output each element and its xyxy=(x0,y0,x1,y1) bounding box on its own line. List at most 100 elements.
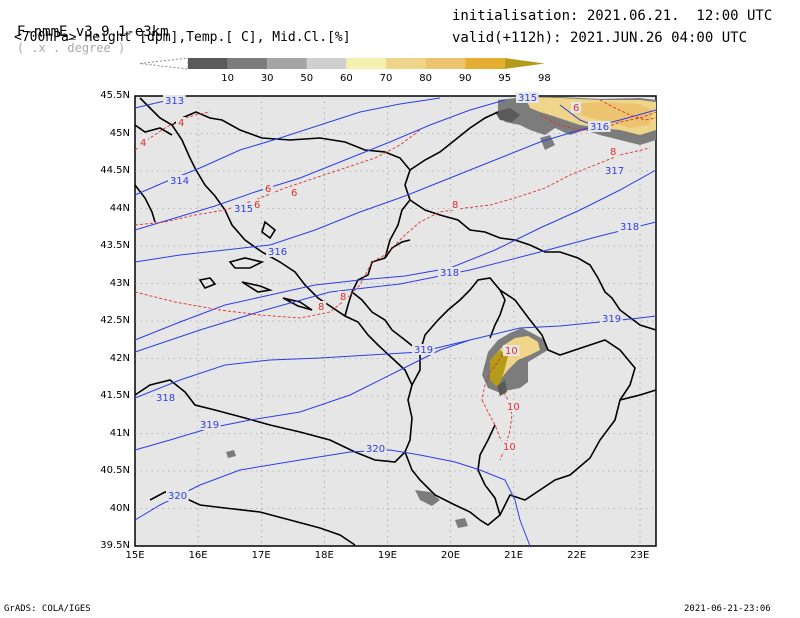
temperature-contour-label: 8 xyxy=(340,292,346,303)
credit-right: 2021-06-21-23:06 xyxy=(684,604,771,614)
height-contour-label-bg xyxy=(198,419,221,430)
height-contour-label-bg xyxy=(168,175,191,186)
height-contour-label: 314 xyxy=(170,176,189,187)
model-title: F-nmmE_v3.9.1-e3km ( .x . degree ) xyxy=(0,8,169,56)
graticule xyxy=(135,96,656,546)
height-contour-label: 316 xyxy=(268,247,287,258)
temperature-contour-label: 6 xyxy=(265,184,271,195)
unit-hint: ( .x . degree ) xyxy=(16,41,126,55)
latitude-label: 43N xyxy=(109,277,130,289)
height-contour-label: 315 xyxy=(518,93,537,104)
height-contour-label: 316 xyxy=(590,122,609,133)
height-contour-label: 318 xyxy=(620,222,639,233)
temperature-contour-label: 4 xyxy=(178,118,184,129)
temperature-contour-label-bg xyxy=(505,401,522,412)
colorbar-label: 50 xyxy=(300,73,314,84)
temperature-contour-label-bg xyxy=(263,183,274,194)
latitude-label: 40.5N xyxy=(100,465,130,476)
height-contour-label-bg xyxy=(154,392,177,403)
temperature-contour-label: 6 xyxy=(291,188,297,199)
height-contour-label-bg xyxy=(516,92,539,103)
temperature-contour-label: 8 xyxy=(452,200,458,211)
colorbar-bin xyxy=(386,58,426,69)
temperature-contour-label-bg xyxy=(316,301,327,312)
temperature-contour-label-bg xyxy=(501,441,518,452)
height-contour-label: 319 xyxy=(200,420,219,431)
colorbar-label: 10 xyxy=(221,73,234,84)
height-contour-label-bg xyxy=(232,203,255,214)
colorbar-label: 90 xyxy=(458,73,472,84)
height-contour-label-bg xyxy=(166,490,189,501)
credit-left: GrADS: COLA/IGES xyxy=(4,604,91,614)
colorbar-label: 98 xyxy=(538,73,551,84)
latitude-label: 39.5N xyxy=(100,540,130,551)
colorbar-bin xyxy=(465,58,505,69)
longitude-label: 18E xyxy=(314,550,334,561)
height-contour-label: 315 xyxy=(234,204,253,215)
longitude-label: 23E xyxy=(630,550,650,561)
temperature-contour-label-bg xyxy=(450,199,461,210)
colorbar-bin xyxy=(227,58,268,69)
valid-time: valid(+112h): 2021.JUN.26 04:00 UTC xyxy=(452,30,748,46)
colorbar-label: 95 xyxy=(498,73,512,84)
colorbar-label: 80 xyxy=(419,73,432,84)
field-description: <700hPa> Height [dpm],Temp.[ C], Mid.Cl.… xyxy=(14,30,351,45)
height-contour-label-bg xyxy=(412,344,435,355)
height-contour-label: 320 xyxy=(366,444,385,455)
latitude-label: 42.5N xyxy=(100,315,130,326)
temperature-contour-label: 10 xyxy=(503,442,516,453)
height-contour-label: 318 xyxy=(440,268,459,279)
longitude-label: 15E xyxy=(125,550,145,561)
latitude-label: 44N xyxy=(109,202,130,214)
longitude-label: 19E xyxy=(377,550,397,561)
temperature-contour-label: 6 xyxy=(254,200,260,211)
height-contour-label-bg xyxy=(618,221,641,232)
temperature-contour-label: 8 xyxy=(318,302,324,313)
longitude-label: 21E xyxy=(504,550,524,561)
longitude-label: 17E xyxy=(251,550,271,561)
longitude-label: 16E xyxy=(188,550,208,561)
height-contour-label: 313 xyxy=(165,96,184,107)
coastlines-borders xyxy=(134,97,657,546)
height-contour-label: 319 xyxy=(602,314,621,325)
map-background xyxy=(134,95,657,547)
temperature-contour-label-bg xyxy=(252,199,263,210)
height-contour-label: 318 xyxy=(156,393,175,404)
latitude-label: 41N xyxy=(109,427,130,439)
longitude-label: 20E xyxy=(440,550,461,561)
temperature-contour-label-bg xyxy=(503,345,520,356)
height-contour-label-bg xyxy=(266,246,289,257)
colorbar-bin xyxy=(188,58,228,69)
temperature-contour-label: 10 xyxy=(505,346,518,357)
colorbar-high-arrow xyxy=(504,58,545,69)
colorbar-label: 30 xyxy=(260,73,274,84)
colorbar xyxy=(140,58,545,70)
height-contour-label: 319 xyxy=(414,345,433,356)
latitude-label: 44.5N xyxy=(100,165,130,176)
temperature-contour-label-bg xyxy=(176,117,187,128)
colorbar-bin xyxy=(267,58,307,69)
height-contour-label-bg xyxy=(600,313,623,324)
latitude-label: 43.5N xyxy=(100,240,130,251)
temperature-contour-label: 8 xyxy=(610,147,616,158)
height-contour-label-bg xyxy=(438,267,461,278)
model-name: F-nmmE_v3.9.1-e3km xyxy=(16,24,169,40)
longitude-label: 22E xyxy=(567,550,587,561)
temperature-contour-label-bg xyxy=(289,187,300,198)
temperature-contour-label-bg xyxy=(571,102,582,113)
init-time: initialisation: 2021.06.21. 12:00 UTC xyxy=(452,8,773,24)
height-contour-label-bg xyxy=(163,95,186,106)
height-contour-label: 317 xyxy=(605,166,624,177)
temperature-contour-label: 10 xyxy=(507,402,520,413)
temperature-contour-label-bg xyxy=(338,291,349,302)
temperature-contour-label-bg xyxy=(608,146,619,157)
height-contour-label-bg xyxy=(588,121,611,132)
height-contour-label-bg xyxy=(364,443,387,454)
temperature-contour-label-bg xyxy=(138,137,149,148)
height-contour-label: 320 xyxy=(168,491,187,502)
temperature-contour-label: 4 xyxy=(140,138,146,149)
colorbar-bin xyxy=(425,58,466,69)
latitude-label: 45.5N xyxy=(100,90,130,101)
latitude-label: 45N xyxy=(109,127,130,139)
